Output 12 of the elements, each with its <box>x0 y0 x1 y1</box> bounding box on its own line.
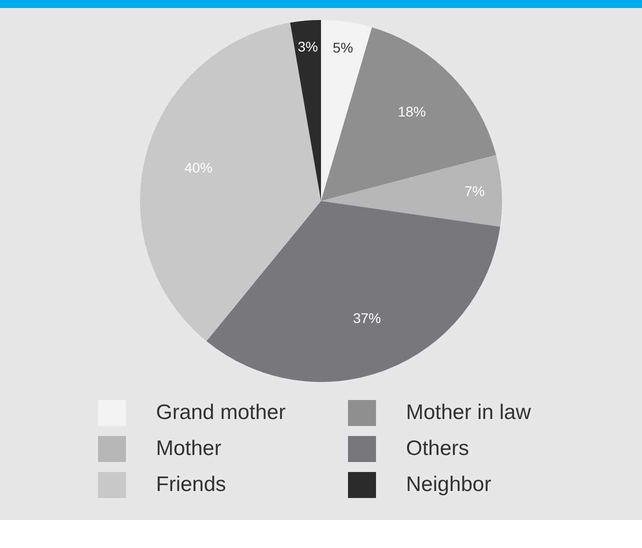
data-label: 5% <box>332 40 354 56</box>
legend-label: Mother in law <box>406 401 531 425</box>
legend-label: Grand mother <box>156 401 286 425</box>
legend-label: Others <box>406 437 470 461</box>
data-label: 3% <box>298 38 318 55</box>
data-label: 18% <box>398 104 426 120</box>
data-label: 7% <box>464 183 485 200</box>
data-label: 40% <box>184 160 212 176</box>
data-label: 37% <box>352 310 381 326</box>
legend-label: Neighbor <box>406 473 492 497</box>
legend-label: Mother <box>156 437 222 461</box>
legend-label: Friends <box>156 473 226 497</box>
